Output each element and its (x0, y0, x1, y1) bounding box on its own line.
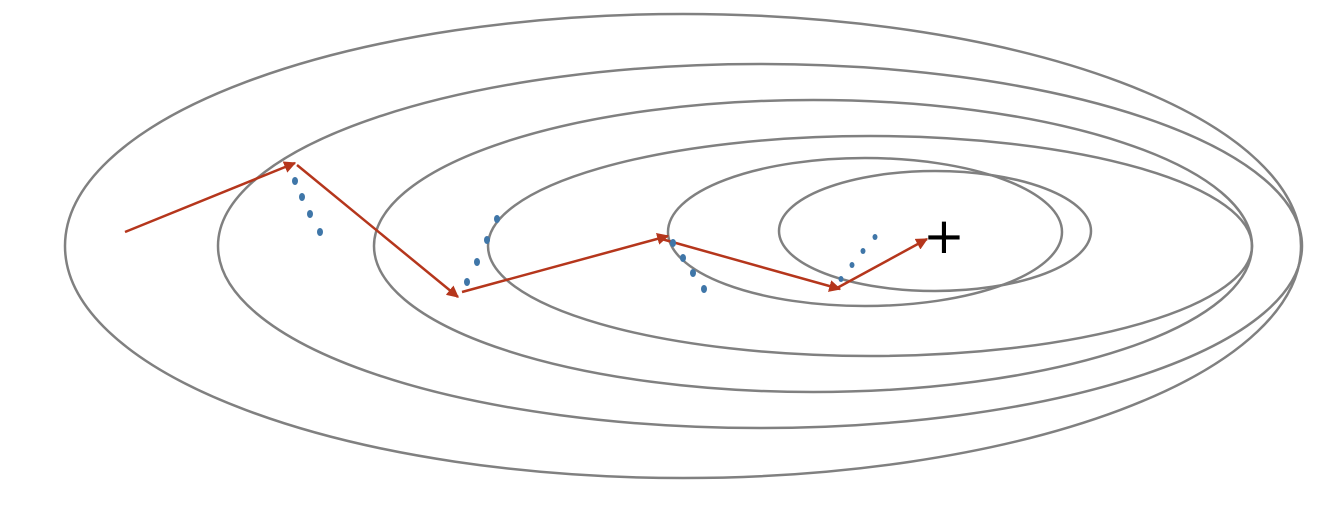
trail-dot (464, 278, 470, 286)
dot-trail-4 (838, 234, 878, 282)
trail-dot (484, 236, 490, 244)
trail-dot (680, 254, 686, 262)
contour-ring-6 (777, 169, 1093, 293)
trail-dot (299, 193, 305, 201)
contour-ring-4 (486, 134, 1254, 358)
descent-step-5 (836, 237, 929, 290)
trail-dot (494, 215, 500, 223)
trail-dot (849, 262, 855, 268)
trail-dot (307, 210, 313, 218)
trail-dot (690, 269, 696, 277)
dot-trail-1 (292, 177, 323, 236)
descent-path (124, 161, 929, 298)
trail-dot (872, 234, 878, 240)
trail-dot (670, 239, 676, 247)
contour-lines (63, 12, 1304, 480)
dot-trail-2 (464, 215, 500, 286)
plus-icon: + (923, 207, 965, 265)
contour-ring-2 (216, 62, 1304, 430)
dot-trails (292, 177, 878, 293)
trail-dot (860, 248, 866, 254)
contour-ring-5 (666, 156, 1064, 308)
trail-dot (838, 276, 844, 282)
trail-dot (474, 258, 480, 266)
descent-step-3 (461, 233, 670, 294)
descent-step-1 (124, 161, 297, 234)
trail-dot (292, 177, 298, 185)
descent-step-2 (296, 164, 459, 298)
trail-dot (317, 228, 323, 236)
dot-trail-3 (670, 239, 707, 293)
trail-dot (701, 285, 707, 293)
descent-step-4 (657, 236, 842, 292)
contour-ring-3 (372, 98, 1254, 394)
